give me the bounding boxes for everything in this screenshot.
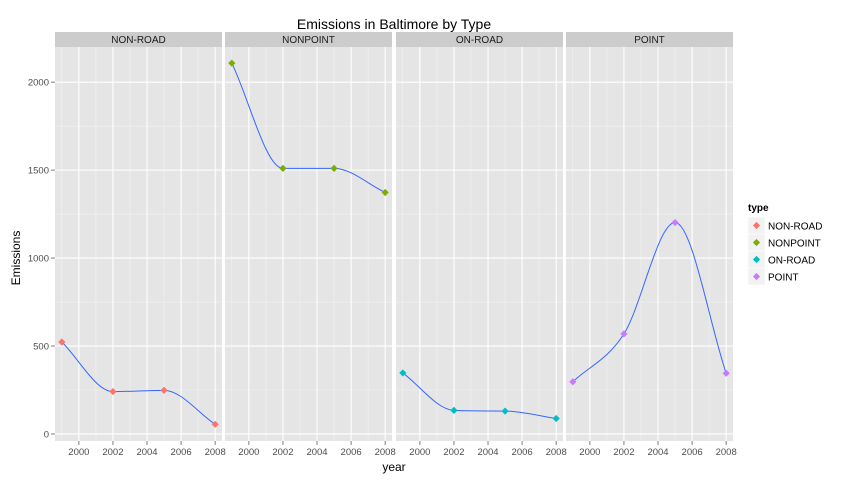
panel-background [566, 47, 733, 441]
legend-marker [752, 221, 761, 230]
facet-panel-point: POINT 2000 2002 2004 2006 2008 [566, 32, 737, 458]
legend-label: NON-ROAD [768, 222, 822, 233]
smoother-line [231, 62, 386, 193]
legend-item: ON-ROAD [747, 250, 815, 269]
legend-item: NONPOINT [747, 233, 821, 252]
x-tick-label: 2008 [546, 447, 567, 458]
chart-title: Emissions in Baltimore by Type [297, 16, 491, 32]
x-tick-label: 2006 [682, 447, 703, 458]
data-point [211, 420, 219, 428]
data-point [109, 387, 117, 396]
data-point [330, 164, 338, 172]
data-point [450, 406, 458, 414]
x-tick-label: 2002 [272, 447, 293, 458]
x-tick-label: 2002 [613, 447, 634, 458]
legend: type NON-ROAD NONPOINT ON-ROAD POINT [747, 203, 822, 286]
data-point [279, 164, 287, 172]
x-tick-label: 2004 [306, 447, 327, 458]
x-tick-label: 2000 [579, 447, 600, 458]
data-point [58, 338, 66, 346]
legend-item: NON-ROAD [747, 216, 822, 235]
smoother-line [402, 372, 557, 419]
panel-background [396, 47, 563, 441]
facet-panels: NON-ROAD 2000 2002 2004 2006 2008 NONPOINT 2000… [51, 32, 737, 458]
facet-strip-label: NON-ROAD [111, 35, 165, 46]
legend-marker [752, 272, 761, 281]
data-point [501, 407, 509, 415]
data-point [399, 369, 407, 377]
panel-background [225, 47, 392, 441]
x-tick-label: 2004 [477, 447, 498, 458]
x-tick-label: 2000 [68, 447, 89, 458]
data-point [671, 218, 679, 227]
smoother-line [572, 222, 727, 383]
x-tick-label: 2004 [136, 447, 157, 458]
facet-panel-non-road: NON-ROAD 2000 2002 2004 2006 2008 [51, 32, 226, 458]
facet-strip [396, 32, 563, 47]
x-tick-label: 2008 [205, 447, 226, 458]
facet-panel-nonpoint: NONPOINT 2000 2002 2004 2006 2008 [225, 32, 396, 458]
facet-strip [55, 32, 222, 47]
x-tick-label: 2002 [102, 447, 123, 458]
x-tick-label: 2002 [443, 447, 464, 458]
legend-items: NON-ROAD NONPOINT ON-ROAD POINT [747, 216, 822, 286]
y-tick-label: 0 [44, 429, 49, 440]
data-point [381, 188, 389, 197]
x-tick-label: 2000 [238, 447, 259, 458]
x-tick-label: 2008 [716, 447, 737, 458]
x-tick-label: 2006 [171, 447, 192, 458]
facet-strip-label: ON-ROAD [456, 35, 503, 46]
x-tick-label: 2006 [512, 447, 533, 458]
y-tick-label: 2000 [28, 78, 49, 89]
x-axis-title: year [382, 460, 405, 474]
facet-strip-label: NONPOINT [282, 35, 335, 46]
y-axis-title: Emissions [9, 231, 23, 286]
data-point [722, 369, 730, 377]
panel-background [55, 47, 222, 441]
facet-panel-on-road: ON-ROAD 2000 2002 2004 2006 2008 [396, 32, 567, 458]
x-tick-label: 2006 [341, 447, 362, 458]
x-tick-label: 2000 [409, 447, 430, 458]
y-tick-label: 1500 [28, 166, 49, 177]
data-point [620, 330, 628, 338]
x-tick-label: 2008 [375, 447, 396, 458]
legend-label: NONPOINT [768, 239, 821, 250]
legend-title: type [748, 203, 769, 214]
smoother-line [61, 341, 216, 425]
legend-marker [752, 255, 761, 264]
data-point [569, 378, 577, 386]
facet-strip [566, 32, 733, 47]
legend-item: POINT [747, 267, 799, 286]
facet-strip-label: POINT [634, 35, 665, 46]
legend-label: POINT [768, 273, 799, 284]
y-tick-label: 500 [33, 342, 49, 353]
y-tick-label: 1000 [28, 254, 49, 265]
data-point [160, 386, 168, 394]
legend-label: ON-ROAD [768, 256, 815, 267]
facet-strip [225, 32, 392, 47]
x-tick-label: 2004 [647, 447, 668, 458]
legend-marker [752, 238, 761, 247]
data-point [552, 414, 560, 423]
data-point [228, 59, 236, 67]
